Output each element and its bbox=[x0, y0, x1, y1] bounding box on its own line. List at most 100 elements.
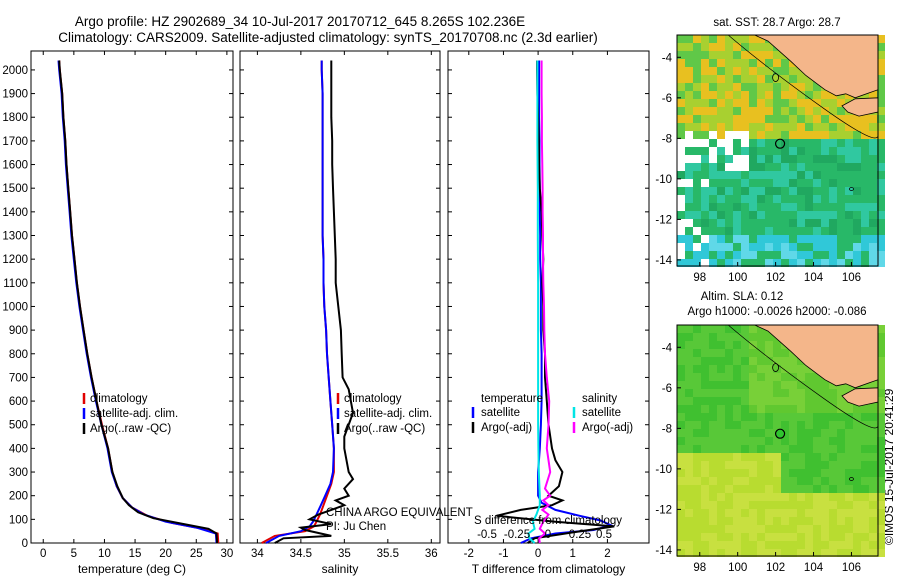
map-cell bbox=[701, 349, 709, 357]
map-cell bbox=[773, 541, 781, 549]
map-cell bbox=[677, 171, 685, 179]
map-cell bbox=[709, 493, 717, 501]
map-cell bbox=[725, 83, 733, 91]
map-cell bbox=[749, 477, 757, 485]
map-cell bbox=[685, 123, 693, 131]
map-cell bbox=[717, 235, 725, 243]
map-cell bbox=[797, 115, 805, 123]
map-cell bbox=[677, 397, 685, 405]
map-cell bbox=[869, 91, 877, 99]
map-cell bbox=[733, 325, 741, 333]
map-cell bbox=[845, 405, 853, 413]
map-cell bbox=[757, 437, 765, 445]
map-cell bbox=[765, 341, 773, 349]
series-line-0-2 bbox=[58, 60, 219, 544]
map-cell bbox=[773, 67, 781, 75]
map-cell bbox=[837, 421, 845, 429]
map-cell bbox=[813, 397, 821, 405]
map-cell bbox=[741, 493, 749, 501]
map-cell bbox=[749, 365, 757, 373]
map-cell bbox=[805, 203, 813, 211]
map-cell bbox=[861, 187, 869, 195]
map-cell bbox=[789, 75, 797, 83]
map-cell bbox=[853, 461, 861, 469]
map-cell bbox=[797, 219, 805, 227]
xtick-label: -2 bbox=[464, 548, 474, 560]
map-cell bbox=[877, 83, 885, 91]
map-cell bbox=[813, 163, 821, 171]
map-cell bbox=[733, 195, 741, 203]
map-cell bbox=[869, 381, 877, 389]
map-cell bbox=[813, 549, 821, 557]
map-cell bbox=[877, 445, 885, 453]
map-cell bbox=[861, 147, 869, 155]
map-cell bbox=[717, 517, 725, 525]
map-cell bbox=[693, 413, 701, 421]
map-cell bbox=[773, 171, 781, 179]
map-cell bbox=[701, 485, 709, 493]
map-cell bbox=[845, 429, 853, 437]
map-cell bbox=[789, 259, 797, 267]
map-cell bbox=[741, 83, 749, 91]
map-cell bbox=[829, 437, 837, 445]
ytick-label: 900 bbox=[9, 325, 28, 337]
map-cell bbox=[701, 211, 709, 219]
map-cell bbox=[757, 421, 765, 429]
map-cell bbox=[845, 171, 853, 179]
map-cell bbox=[709, 211, 717, 219]
map-cell bbox=[725, 413, 733, 421]
map-cell bbox=[829, 541, 837, 549]
map-cell bbox=[741, 357, 749, 365]
map-cell bbox=[845, 155, 853, 163]
map-cell bbox=[773, 453, 781, 461]
map-cell bbox=[733, 83, 741, 91]
map-cell bbox=[861, 171, 869, 179]
ytick-label: 0 bbox=[22, 538, 28, 550]
map-cell bbox=[821, 195, 829, 203]
map-cell bbox=[741, 187, 749, 195]
map-cell bbox=[805, 75, 813, 83]
map-cell bbox=[765, 517, 773, 525]
map-cell bbox=[717, 259, 725, 267]
map-cell bbox=[725, 59, 733, 67]
map-cell bbox=[717, 211, 725, 219]
map-cell bbox=[733, 389, 741, 397]
map-cell bbox=[733, 333, 741, 341]
map-cell bbox=[709, 349, 717, 357]
map-cell bbox=[749, 139, 757, 147]
map-cell bbox=[757, 517, 765, 525]
map-cell bbox=[877, 51, 885, 59]
map-cell bbox=[805, 509, 813, 517]
map-cell bbox=[861, 235, 869, 243]
map-cell bbox=[685, 333, 693, 341]
map-cell bbox=[813, 525, 821, 533]
map-cell bbox=[781, 509, 789, 517]
map-cell bbox=[805, 211, 813, 219]
xtick-label-top: 0.5 bbox=[596, 529, 612, 541]
map-cell bbox=[709, 341, 717, 349]
map-cell bbox=[741, 461, 749, 469]
map-cell bbox=[805, 405, 813, 413]
map-cell bbox=[789, 517, 797, 525]
map-cell bbox=[869, 211, 877, 219]
map-cell bbox=[789, 389, 797, 397]
map-cell bbox=[749, 67, 757, 75]
map-cell bbox=[717, 349, 725, 357]
map-cell bbox=[749, 163, 757, 171]
map-cell bbox=[765, 365, 773, 373]
argo-position-marker bbox=[774, 428, 786, 439]
ytick-label: 1800 bbox=[2, 112, 28, 124]
map-cell bbox=[685, 163, 693, 171]
map-cell bbox=[877, 525, 885, 533]
map-cell bbox=[749, 155, 757, 163]
map-cell bbox=[749, 509, 757, 517]
map-cell bbox=[693, 219, 701, 227]
map-cell bbox=[821, 243, 829, 251]
map-cell bbox=[877, 501, 885, 509]
map-cell bbox=[757, 525, 765, 533]
xtick-label: 0 bbox=[535, 548, 541, 560]
map-cell bbox=[765, 533, 773, 541]
map-cell bbox=[805, 243, 813, 251]
map-cell bbox=[797, 413, 805, 421]
map-cell bbox=[821, 429, 829, 437]
